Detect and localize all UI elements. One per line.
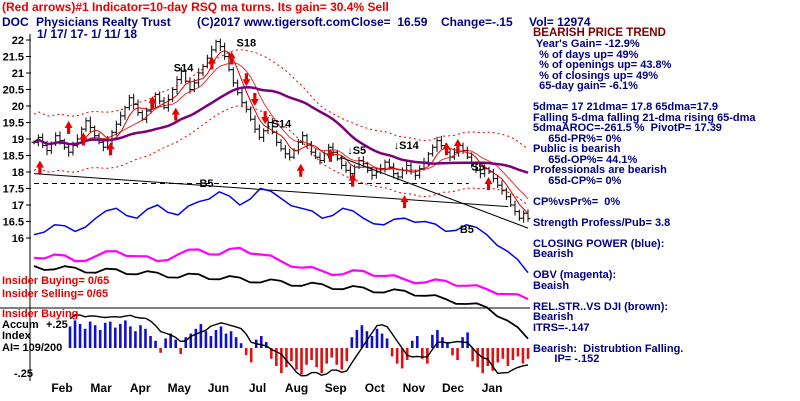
analysis-line: REL.STR..VS DJI (brown):	[533, 300, 669, 313]
change-value: Change=-.15	[441, 15, 513, 29]
svg-text:Jun: Jun	[208, 381, 229, 395]
svg-text:19: 19	[12, 134, 24, 146]
svg-text:22: 22	[12, 35, 24, 47]
svg-text:S18: S18	[237, 38, 257, 50]
analysis-line: 65d-OP%= 44.1%	[533, 153, 638, 166]
analysis-line: IP= -.152	[533, 353, 600, 365]
trend-title: BEARISH PRICE TREND	[533, 27, 666, 39]
analysis-lines: Year's Gain= -12.9% % of days up= 49% % …	[533, 39, 799, 365]
svg-text:Aug: Aug	[285, 381, 308, 395]
svg-text:Feb: Feb	[51, 381, 72, 395]
analysis-line: 65d-PR%= 0%	[533, 132, 622, 145]
analysis-line: % of closings up= 49%	[533, 69, 659, 82]
insider-selling-label: Insider Selling= 0/65	[2, 288, 109, 300]
analysis-line: 65-day gain= -6.1%	[533, 80, 638, 92]
svg-text:Mar: Mar	[90, 381, 112, 395]
svg-text:Apr: Apr	[130, 381, 151, 395]
analysis-line	[533, 186, 799, 197]
svg-text:Dec: Dec	[442, 381, 464, 395]
analysis-line: Falling 5-dma falling 21-dma rising 65-d…	[533, 111, 756, 124]
accum-index-histogram	[68, 314, 530, 377]
date-range: 1/ 17/ 17- 1/ 11/ 18	[37, 27, 138, 41]
svg-text:18: 18	[12, 167, 24, 179]
svg-text:19.5: 19.5	[3, 118, 24, 130]
analysis-line	[533, 333, 799, 344]
signal-summary-line: (Red arrows)#1 Indicator=10-day RSQ ma t…	[2, 0, 389, 14]
svg-text:18.5: 18.5	[3, 151, 24, 163]
svg-text:Jan: Jan	[482, 381, 503, 395]
analysis-line: % of days up= 49%	[533, 48, 639, 61]
analysis-line: Strength Profess/Pub= 3.8	[533, 216, 671, 229]
svg-text:20: 20	[12, 101, 24, 113]
analysis-line: ITRS=-.147	[533, 321, 590, 334]
svg-text:May: May	[168, 381, 192, 395]
svg-text:B5: B5	[460, 224, 474, 236]
svg-text:S14: S14	[174, 62, 194, 74]
moving-average-lines	[33, 49, 529, 229]
analysis-line: % of openings up= 43.8%	[533, 59, 672, 71]
svg-text:20.5: 20.5	[3, 85, 24, 97]
accum-lower-level: -.25	[14, 368, 33, 380]
ticker-symbol: DOC	[2, 15, 29, 29]
insider-buying-label: Insider Buying= 0/65	[2, 275, 110, 287]
ai-value: AI= 109/200	[2, 342, 63, 354]
analysis-line: Professionals are bearish	[533, 164, 667, 176]
analysis-line: 65d-CP%= 0%	[533, 174, 622, 187]
analysis-line: Bearish	[533, 311, 574, 323]
svg-text:16: 16	[12, 233, 24, 245]
svg-text:B5: B5	[199, 178, 213, 190]
signal-labels: S18 S14 ↓S14 ↓S5 ↓S14 S5 B5 B5	[174, 38, 485, 236]
analysis-line: Beaish	[533, 279, 570, 292]
svg-text:↓S14: ↓S14	[266, 118, 292, 130]
svg-text:17.5: 17.5	[3, 184, 24, 196]
svg-text:Jul: Jul	[249, 381, 266, 395]
close-value: Close= 16.59	[351, 15, 428, 29]
svg-text:21.5: 21.5	[3, 52, 24, 64]
index-label: Index	[2, 330, 31, 342]
svg-text:↓S5: ↓S5	[347, 145, 366, 157]
analysis-line: 5dmaAROC=-261.5 % PivotP= 17.39	[533, 122, 722, 134]
svg-text:17: 17	[12, 200, 24, 212]
month-axis: Feb Mar Apr May Jun Jul Aug Sep Oct Nov Dec Jan	[51, 381, 502, 395]
analysis-line: CP%vsPr%= 0%	[533, 195, 621, 208]
price-axis: 22 21.5 21 20.5 20 19.5 19 18.5 18 17.5 17 16.5 16	[0, 34, 530, 381]
analysis-line: Year's Gain= -12.9%	[533, 38, 640, 50]
analysis-line: Public is bearish	[533, 143, 621, 155]
svg-text:21: 21	[12, 68, 24, 80]
volume-value: Vol= 12974	[529, 15, 591, 29]
analysis-line: CLOSING POWER (blue):	[533, 237, 665, 250]
accum-label: Accum	[2, 319, 39, 331]
svg-text:Oct: Oct	[365, 381, 385, 395]
svg-text:Sep: Sep	[325, 381, 347, 395]
svg-text:Nov: Nov	[403, 381, 426, 395]
price-candles	[31, 38, 531, 223]
analysis-line	[533, 207, 799, 218]
accum-upper-level: +.25	[46, 319, 68, 331]
signal-arrows	[35, 51, 493, 209]
analysis-line: 5dma= 17 21dma= 17.8 65dma=17.9	[533, 101, 718, 113]
svg-text:S5: S5	[471, 161, 484, 173]
analysis-line	[533, 291, 799, 302]
insider-buying-panel-label: Insider Buying	[2, 308, 79, 320]
svg-text:↓S14: ↓S14	[394, 140, 420, 152]
analysis-line	[533, 228, 799, 239]
copyright-url: (C)2017 www.tigersoft.com	[197, 15, 351, 29]
analysis-line: OBV (magenta):	[533, 269, 617, 281]
indicator-lines	[33, 187, 529, 340]
svg-text:16.5: 16.5	[3, 217, 24, 229]
analysis-line: Bearish: Distrubtion Falling.	[533, 342, 684, 355]
company-name: Physicians Realty Trust	[36, 15, 171, 29]
analysis-line: Bearish	[533, 248, 574, 260]
analysis-panel: BEARISH PRICE TREND Year's Gain= -12.9% …	[533, 27, 799, 365]
